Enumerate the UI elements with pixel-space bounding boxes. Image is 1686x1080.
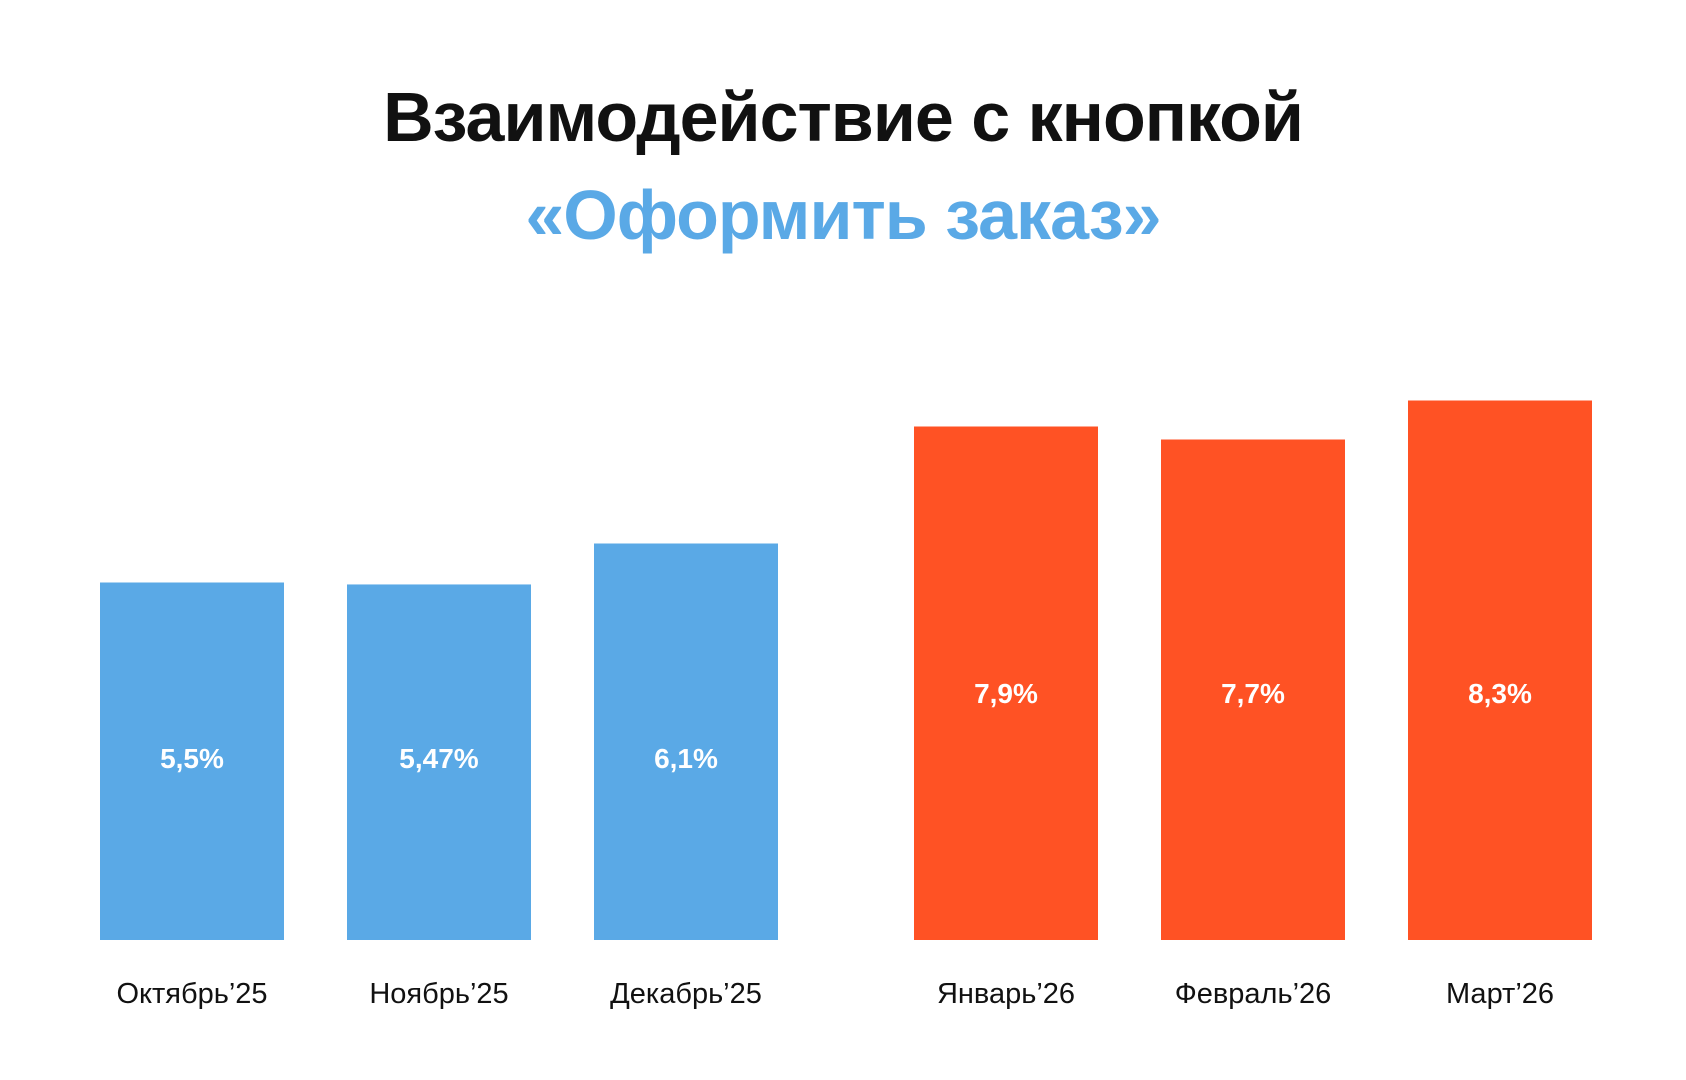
bar-value-label-6: 8,3%: [1468, 678, 1532, 709]
bar-value-label-5: 7,7%: [1221, 678, 1285, 709]
chart-subtitle: «Оформить заказ»: [525, 176, 1161, 254]
bar-4: [914, 426, 1098, 940]
x-tick-label-5: Февраль’26: [1175, 978, 1332, 1010]
x-tick-label-2: Ноябрь’25: [369, 978, 508, 1010]
bar-value-label-2: 5,47%: [399, 743, 478, 774]
x-tick-label-6: Март’26: [1446, 978, 1554, 1010]
x-tick-label-3: Декабрь’25: [610, 978, 762, 1010]
chart-title: Взаимодействие с кнопкой: [383, 78, 1304, 156]
bar-1: [100, 582, 284, 940]
x-tick-label-1: Октябрь’25: [116, 978, 267, 1010]
bar-value-label-4: 7,9%: [974, 678, 1038, 709]
bar-6: [1408, 400, 1592, 940]
x-tick-label-4: Январь’26: [937, 978, 1075, 1010]
bar-2: [347, 584, 531, 940]
bar-value-label-3: 6,1%: [654, 743, 718, 774]
bar-5: [1161, 439, 1345, 940]
bar-3: [594, 543, 778, 940]
bar-value-label-1: 5,5%: [160, 743, 224, 774]
